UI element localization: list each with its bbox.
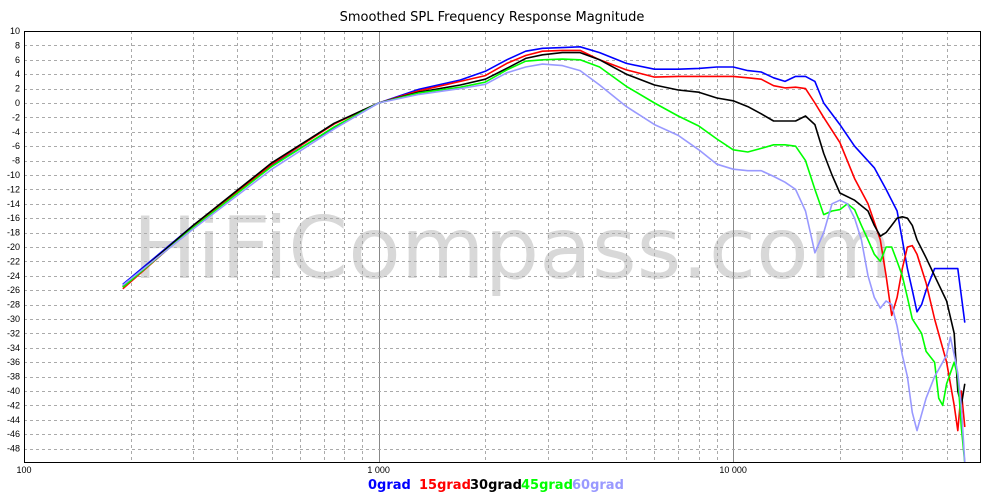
x-tick-label: 10 000	[719, 465, 747, 475]
chart-title: Smoothed SPL Frequency Response Magnitud…	[340, 10, 645, 25]
legend: 0grad 15grad 30grad 45grad 60grad	[368, 478, 624, 493]
series-line-45grad	[122, 58, 966, 463]
y-tick-label: 8	[15, 40, 20, 50]
y-tick-label: -38	[7, 372, 20, 382]
y-tick-label: 10	[10, 26, 20, 36]
y-tick-label: -22	[7, 256, 20, 266]
y-tick-label: -10	[7, 170, 20, 180]
y-tick-label: 0	[15, 98, 20, 108]
y-tick-label: 4	[15, 69, 20, 79]
y-tick-label: -30	[7, 314, 20, 324]
y-tick-label: -16	[7, 213, 20, 223]
y-tick-label: -4	[12, 127, 20, 137]
y-tick-label: -32	[7, 328, 20, 338]
series-line-0grad	[122, 45, 966, 323]
y-tick-label: -14	[7, 199, 20, 209]
plot-area	[24, 31, 981, 463]
x-tick-label: 1 000	[367, 465, 390, 475]
y-tick-label: -34	[7, 343, 20, 353]
y-tick-label: -44	[7, 415, 20, 425]
series-lines	[122, 45, 966, 463]
y-tick-label: -2	[12, 112, 20, 122]
legend-entry-0grad: 0grad	[368, 478, 411, 493]
y-tick-label: -8	[12, 156, 20, 166]
y-tick-label: -26	[7, 285, 20, 295]
y-tick-label: -18	[7, 228, 20, 238]
legend-entry-15grad: 15grad	[419, 478, 471, 493]
legend-entry-45grad: 45grad	[521, 478, 573, 493]
series-line-30grad	[122, 51, 966, 407]
y-tick-label: -42	[7, 400, 20, 410]
legend-entry-60grad: 60grad	[572, 478, 624, 493]
legend-entry-30grad: 30grad	[470, 478, 522, 493]
series-line-60grad	[122, 63, 966, 463]
y-tick-label: -12	[7, 184, 20, 194]
y-tick-label: -46	[7, 429, 20, 439]
y-tick-label: -6	[12, 141, 20, 151]
y-tick-label: -36	[7, 357, 20, 367]
tick-labels: 10 8 6 4 2 0 -2 -4 -6 -8 -10 -12 -14 -16 -18 -20 -22 -24 -…	[7, 26, 747, 475]
x-tick-label: 100	[16, 465, 31, 475]
y-tick-label: -28	[7, 300, 20, 310]
y-tick-label: 6	[15, 55, 20, 65]
y-tick-label: -20	[7, 242, 20, 252]
plot-frame	[24, 31, 981, 463]
y-tick-label: -24	[7, 271, 20, 281]
y-tick-label: -40	[7, 386, 20, 396]
series-line-15grad	[122, 49, 966, 432]
watermark-text: HiFiCompass.com	[132, 199, 892, 299]
y-tick-label: -48	[7, 444, 20, 454]
y-tick-label: 2	[15, 84, 20, 94]
